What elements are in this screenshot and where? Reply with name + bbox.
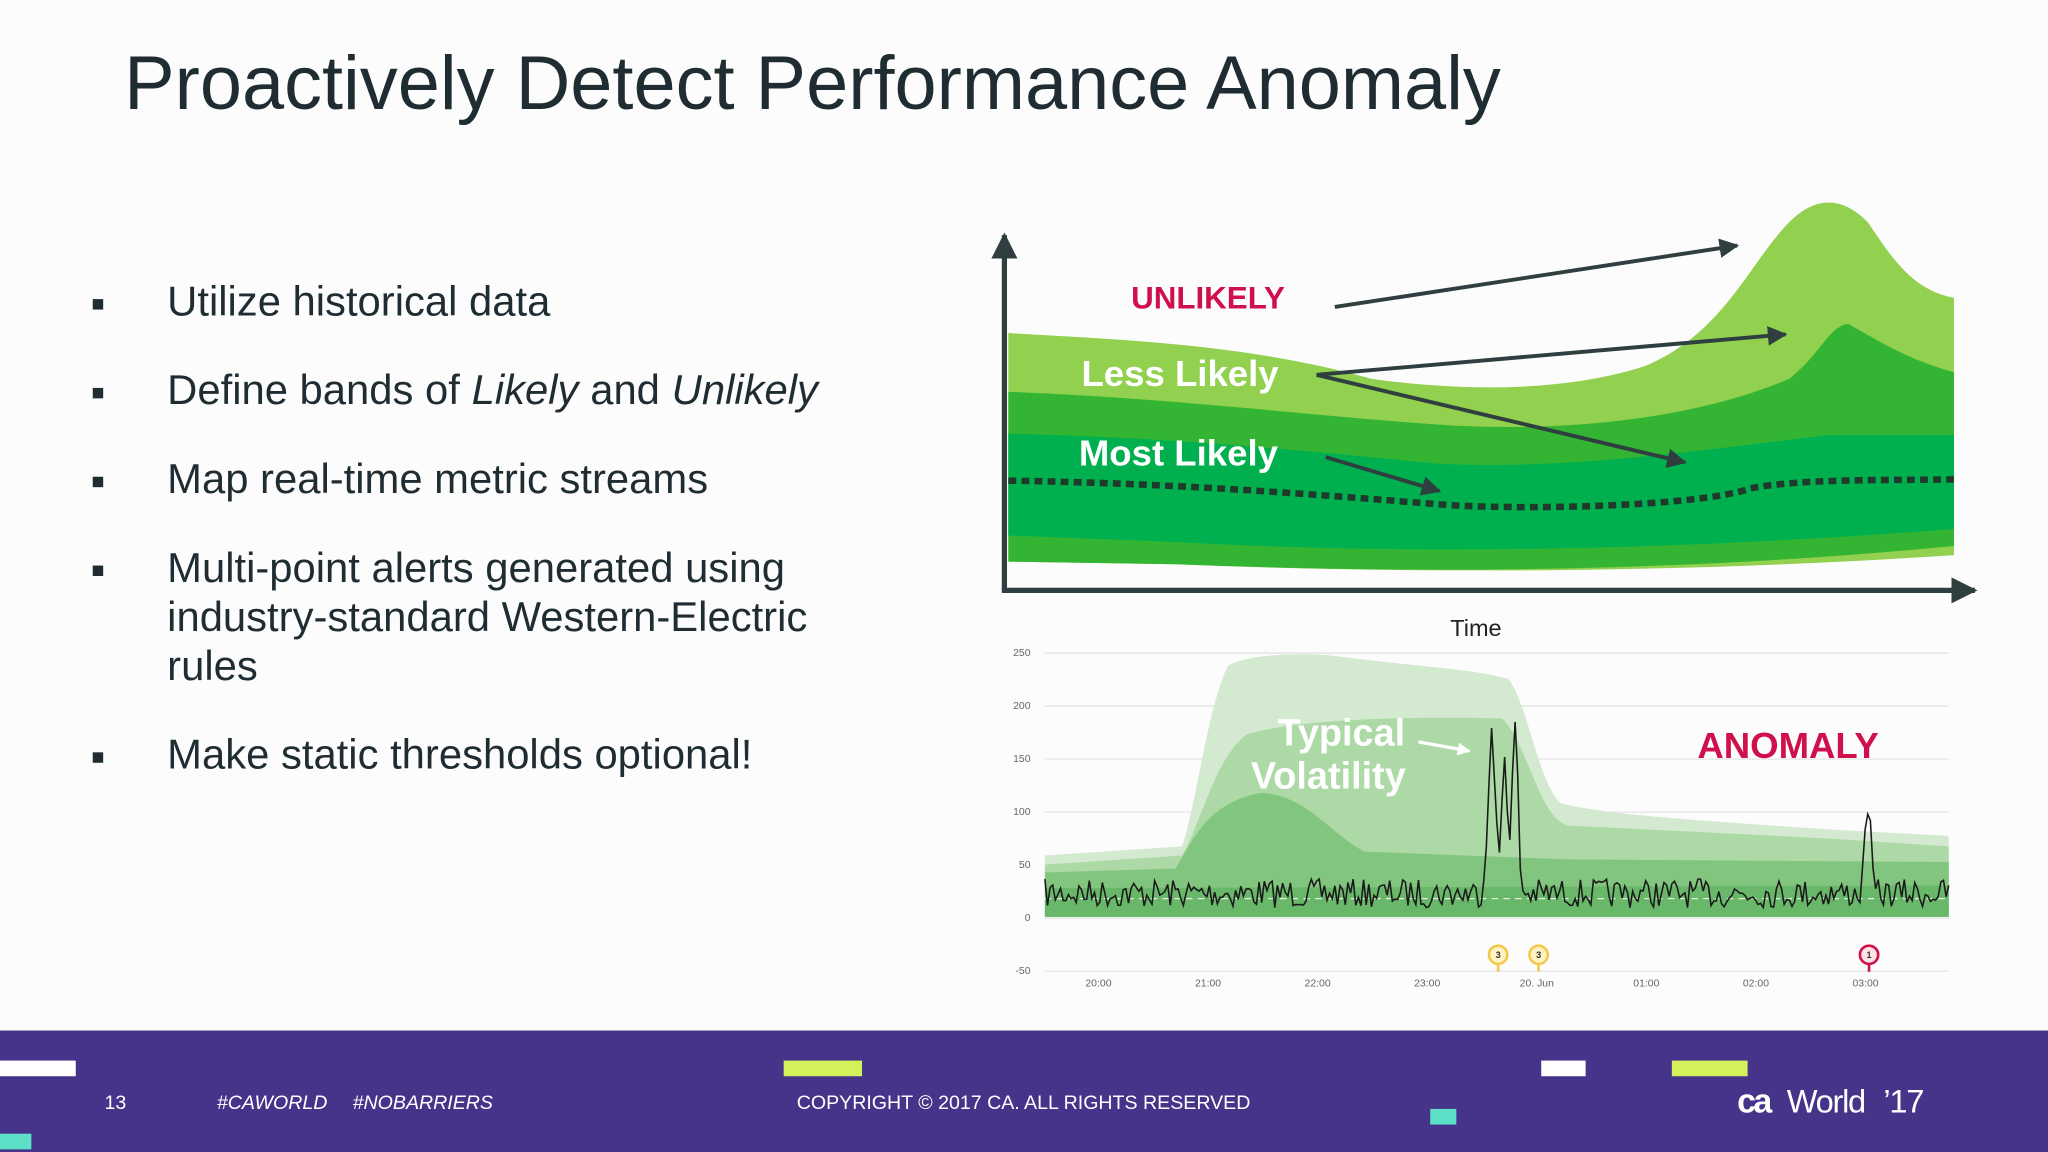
x-tick-label: 02:00: [1743, 978, 1769, 989]
logo-ca: ca: [1737, 1083, 1773, 1121]
x-tick-label: 20. Jun: [1520, 978, 1554, 989]
annotation-arrow: [1418, 740, 1471, 756]
alert-count: 1: [1867, 950, 1872, 960]
y-tick-label: 100: [1013, 807, 1031, 818]
band-core: [1044, 885, 1949, 917]
footer: 13 #CAWORLD #NOBARRIERS COPYRIGHT © 2017…: [0, 1030, 2048, 1152]
y-tick-label: 200: [1013, 701, 1031, 712]
bullet-text: Multi-point alerts generated using: [167, 544, 785, 591]
metric-chart: 250 200 150 100 50 0 -50 20:00 21:00 22:00 23:00 20…: [1013, 648, 1950, 989]
y-tick-label: 150: [1013, 754, 1031, 765]
x-axis-label: Time: [1450, 615, 1501, 641]
bullet-marker: [92, 299, 104, 310]
hashtag: #NOBARRIERS: [353, 1092, 493, 1114]
bullet-marker: [92, 387, 104, 399]
alert-count: 3: [1536, 950, 1541, 960]
band-inner: [1044, 792, 1949, 917]
bullet-text: rules: [167, 642, 258, 689]
anomaly-label: ANOMALY: [1697, 725, 1878, 766]
deco: [783, 1060, 863, 1077]
footer-bar: [0, 1030, 2048, 1152]
x-tick-label: 20:00: [1085, 978, 1111, 989]
bullet-list: Utilize historical data Define bands of Li…: [92, 277, 820, 778]
hashtag: #CAWORLD: [217, 1092, 328, 1114]
label-most-likely: Most Likely: [1079, 432, 1279, 473]
deco: [0, 1060, 76, 1077]
x-tick-label: 03:00: [1852, 978, 1878, 989]
label-unlikely: UNLIKELY: [1131, 281, 1285, 316]
bullet-segment: Likely: [472, 366, 581, 413]
x-tick-label: 23:00: [1414, 978, 1440, 989]
x-tick-label: 21:00: [1195, 978, 1221, 989]
bullet-text: Make static thresholds optional!: [167, 731, 752, 778]
copyright: COPYRIGHT © 2017 CA. ALL RIGHTS RESERVED: [797, 1092, 1251, 1114]
bullet-segment: Unlikely: [672, 366, 820, 413]
page-number: 13: [104, 1092, 126, 1114]
alert-count: 3: [1496, 950, 1501, 960]
deco: [1430, 1108, 1457, 1125]
y-tick-label: 250: [1013, 648, 1031, 659]
logo-year: ’17: [1883, 1082, 1923, 1119]
deco: [0, 1133, 32, 1150]
bullet-segment: and: [590, 366, 660, 413]
arrows: [1316, 238, 1788, 496]
metric-line: [1044, 721, 1950, 910]
annotation-line: Volatility: [1251, 755, 1406, 797]
bullet-text: Define bands of Likely and Unlikely: [167, 366, 820, 413]
bullet-text: Utilize historical data: [167, 277, 551, 324]
annotation-line: Typical: [1278, 712, 1406, 754]
x-tick-label: 01:00: [1633, 978, 1659, 989]
label-less-likely: Less Likely: [1081, 353, 1279, 394]
bullet-marker: [92, 752, 104, 763]
y-tick-label: 50: [1019, 860, 1031, 871]
bullet-segment: Define bands of: [167, 366, 460, 413]
band-most-likely: [1008, 433, 1954, 550]
band-diagram: UNLIKELY Less Likely Most Likely Time: [991, 202, 1978, 641]
x-tick-label: 22:00: [1305, 978, 1331, 989]
expected-line: [1008, 476, 1955, 511]
bullet-text: industry-standard Western-Electric: [167, 593, 807, 640]
logo-world: World: [1787, 1082, 1865, 1119]
y-tick-label: 0: [1025, 913, 1031, 924]
deco: [1541, 1060, 1586, 1077]
deco: [1671, 1060, 1748, 1077]
bullet-marker: [92, 476, 104, 488]
bullet-text: Map real-time metric streams: [167, 455, 708, 502]
y-tick-label: -50: [1015, 966, 1030, 977]
slide-title: Proactively Detect Performance Anomaly: [124, 41, 1501, 126]
bullet-marker: [92, 565, 104, 576]
